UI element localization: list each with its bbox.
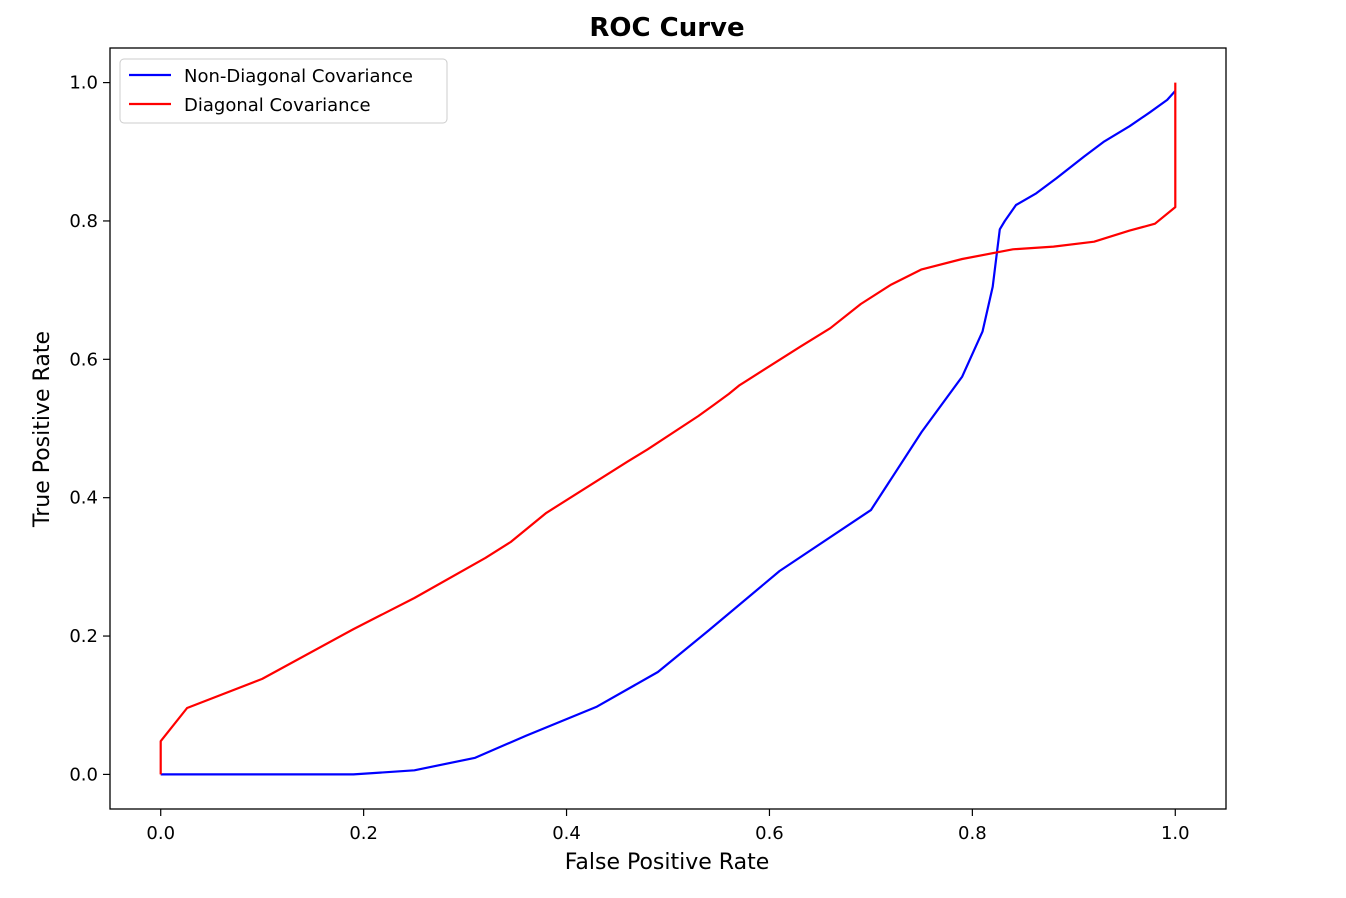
y-tick-label: 1.0 <box>69 73 98 94</box>
y-tick-label: 0.4 <box>69 488 98 509</box>
y-tick-label: 0.0 <box>69 764 98 785</box>
y-tick-label: 0.6 <box>69 349 98 370</box>
y-axis-ticks: 0.0 0.2 0.4 0.6 0.8 1.0 <box>69 73 110 785</box>
series-line-0 <box>160 90 1177 776</box>
chart-title: ROC Curve <box>589 13 744 43</box>
x-axis-ticks: 0.0 0.2 0.4 0.6 0.8 1.0 <box>146 809 1190 844</box>
plot-frame <box>109 47 1227 810</box>
y-tick-label: 0.2 <box>69 626 98 647</box>
x-axis-label: False Positive Rate <box>565 850 769 875</box>
legend-label-diagonal: Diagonal Covariance <box>184 95 371 116</box>
plot-area <box>110 48 1226 809</box>
x-tick-label: 0.6 <box>755 823 784 844</box>
series-line-1 <box>159 82 1177 775</box>
series-layer <box>159 82 1177 776</box>
y-axis-label: True Positive Rate <box>30 331 55 528</box>
x-tick-label: 0.4 <box>552 823 581 844</box>
x-tick-label: 1.0 <box>1161 823 1190 844</box>
y-tick-label: 0.8 <box>69 211 98 232</box>
x-tick-label: 0.8 <box>958 823 987 844</box>
x-tick-label: 0.0 <box>146 823 175 844</box>
legend-label-non-diagonal: Non-Diagonal Covariance <box>184 66 413 87</box>
legend-box <box>119 58 448 124</box>
x-tick-label: 0.2 <box>349 823 378 844</box>
legend: Non-Diagonal Covariance Diagonal Covaria… <box>119 58 448 124</box>
